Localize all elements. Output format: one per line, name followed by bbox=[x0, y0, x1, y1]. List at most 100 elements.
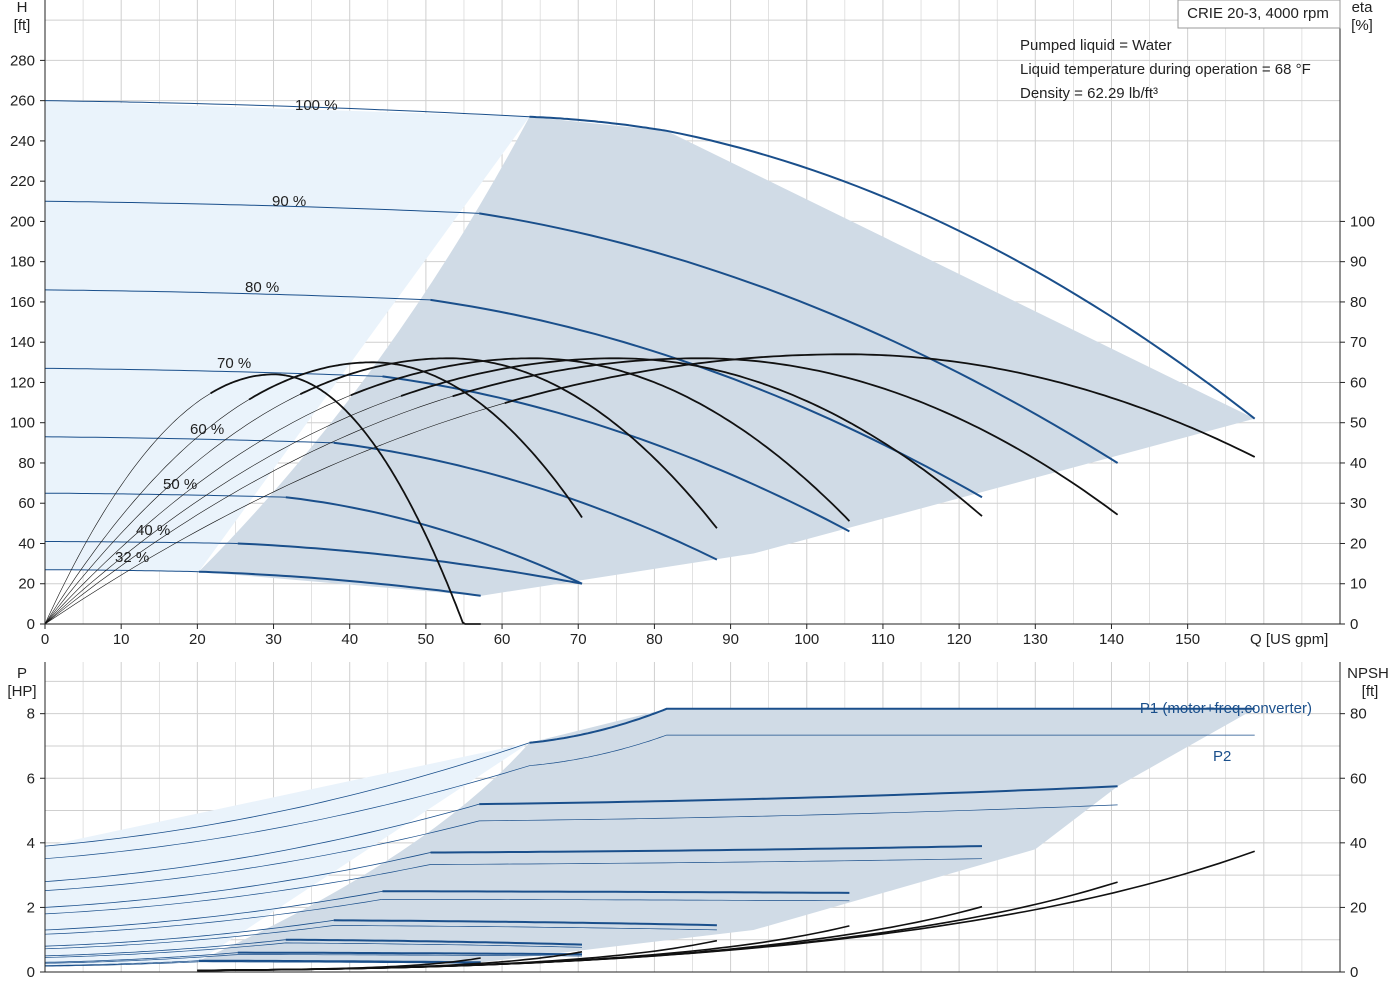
power-y-tick-label: 6 bbox=[27, 770, 35, 787]
head-x-tick-label: 30 bbox=[265, 631, 282, 648]
eta-y-tick-label: 70 bbox=[1350, 334, 1367, 351]
eta-curve-thick bbox=[210, 373, 481, 625]
head-x-tick-label: 100 bbox=[794, 631, 819, 648]
head-x-label: Q [US gpm] bbox=[1250, 631, 1328, 648]
p1-curve-thick bbox=[382, 890, 850, 894]
chart-title: CRIE 20-3, 4000 rpm bbox=[1187, 5, 1329, 22]
p1-curve-thin bbox=[45, 960, 199, 966]
head-curve-thin bbox=[45, 367, 383, 377]
title-box bbox=[1177, 0, 1341, 29]
info-line-1: Pumped liquid = Water bbox=[1020, 37, 1172, 54]
power-y-tick-label: 2 bbox=[27, 899, 35, 916]
p1-curve-thick bbox=[285, 938, 583, 946]
eta-y-tick-label: 50 bbox=[1350, 415, 1367, 432]
head-y-tick-label: 220 bbox=[10, 173, 35, 190]
p1-curve-thin bbox=[44, 803, 480, 882]
eta-curve-thick bbox=[299, 357, 718, 529]
head-x-tick-label: 80 bbox=[646, 631, 663, 648]
eta-y-tick-label: 80 bbox=[1350, 294, 1367, 311]
head-axes: 0204060801001201401601802002202402602800… bbox=[10, 0, 1375, 648]
p1-curve-thick bbox=[237, 951, 582, 956]
head-curve-thin bbox=[44, 289, 431, 301]
head-y-tick-label: 120 bbox=[10, 374, 35, 391]
p2-curve bbox=[44, 858, 983, 915]
npsh-y-tick-label: 40 bbox=[1350, 835, 1367, 852]
head-fill-light bbox=[45, 100, 530, 572]
head-x-tick-label: 20 bbox=[189, 631, 206, 648]
head-curve-thick bbox=[479, 212, 1119, 464]
head-curve-thick bbox=[285, 496, 583, 585]
head-curve-label: 100 % bbox=[295, 97, 338, 114]
head-y-tick-label: 140 bbox=[10, 334, 35, 351]
npsh-y-label: NPSH bbox=[1347, 665, 1389, 682]
head-curve-thick bbox=[529, 115, 1256, 420]
head-x-tick-label: 110 bbox=[871, 631, 895, 648]
eta-y-tick-label: 100 bbox=[1350, 213, 1375, 230]
head-curve-label: 70 % bbox=[217, 355, 251, 372]
head-curve-label: 80 % bbox=[245, 279, 279, 296]
npsh-y-tick-label: 20 bbox=[1350, 899, 1367, 916]
eta-y-tick-label: 30 bbox=[1350, 495, 1367, 512]
eta-curve-thick bbox=[504, 353, 1256, 458]
power-y-unit: [HP] bbox=[7, 683, 36, 700]
head-y-tick-label: 100 bbox=[10, 415, 35, 432]
npsh-y-tick-label: 80 bbox=[1350, 706, 1367, 723]
head-y-tick-label: 200 bbox=[10, 213, 35, 230]
power-y-tick-label: 8 bbox=[27, 706, 35, 723]
power-y-label: P bbox=[17, 665, 27, 682]
p2-curve bbox=[44, 898, 850, 935]
eta-curve-thick bbox=[452, 357, 1119, 516]
head-curve-thin bbox=[45, 492, 286, 498]
info-line-2: Liquid temperature during operation = 68… bbox=[1020, 61, 1311, 78]
eta-y-tick-label: 20 bbox=[1350, 535, 1367, 552]
head-y-tick-label: 0 bbox=[27, 616, 35, 633]
power-operating-area bbox=[45, 708, 1255, 966]
head-y-unit: [ft] bbox=[14, 17, 31, 34]
power-y-tick-label: 4 bbox=[27, 835, 35, 852]
head-curve-thick bbox=[333, 441, 718, 561]
eta-y-tick-label: 90 bbox=[1350, 254, 1367, 271]
eta-y-tick-label: 10 bbox=[1350, 576, 1367, 593]
head-y-tick-label: 60 bbox=[18, 495, 35, 512]
head-x-tick-label: 150 bbox=[1175, 631, 1200, 648]
head-x-tick-label: 140 bbox=[1099, 631, 1124, 648]
head-fill-dark bbox=[198, 116, 1255, 596]
head-x-tick-label: 120 bbox=[947, 631, 972, 648]
npsh-curve bbox=[197, 850, 1255, 972]
p2-curve bbox=[44, 734, 1255, 860]
head-x-tick-label: 90 bbox=[722, 631, 739, 648]
head-y-label: H bbox=[17, 0, 28, 16]
p1-curve-thick bbox=[479, 785, 1118, 806]
head-x-tick-label: 40 bbox=[341, 631, 358, 648]
npsh-y-unit: [ft] bbox=[1362, 683, 1379, 700]
p1-curve-thin bbox=[44, 939, 286, 957]
head-curves: 100 % 90 % 80 % 70 % 60 % 50 % 40 % 32 % bbox=[44, 97, 1256, 597]
power-fill-light bbox=[45, 742, 530, 966]
head-x-tick-label: 0 bbox=[41, 631, 49, 648]
p2-curve bbox=[44, 925, 717, 950]
head-curve-thick bbox=[198, 570, 481, 597]
p1-curve-thin bbox=[44, 919, 334, 947]
p1-series-label: P1 (motor+freq.converter) bbox=[1140, 700, 1312, 717]
p1-curve-thick bbox=[430, 845, 983, 854]
head-x-tick-label: 10 bbox=[113, 631, 130, 648]
eta-curve-thick bbox=[350, 357, 851, 522]
eta-y-tick-label: 60 bbox=[1350, 374, 1367, 391]
npsh-y-tick-label: 0 bbox=[1350, 964, 1358, 981]
head-y-tick-label: 20 bbox=[18, 576, 35, 593]
head-curve-thick bbox=[237, 542, 583, 585]
npsh-y-tick-label: 60 bbox=[1350, 770, 1367, 787]
head-y-tick-label: 280 bbox=[10, 52, 35, 69]
eta-y-unit: [%] bbox=[1351, 17, 1373, 34]
head-curve-thin bbox=[44, 200, 480, 214]
head-curve-label: 50 % bbox=[163, 476, 197, 493]
p1-curve-thin bbox=[44, 952, 238, 963]
head-y-tick-label: 160 bbox=[10, 294, 35, 311]
head-curve-label: 60 % bbox=[190, 421, 224, 438]
head-y-tick-label: 80 bbox=[18, 455, 35, 472]
power-y-tick-label: 0 bbox=[27, 964, 35, 981]
head-operating-area bbox=[45, 100, 1255, 596]
head-curve-thick bbox=[430, 298, 983, 499]
